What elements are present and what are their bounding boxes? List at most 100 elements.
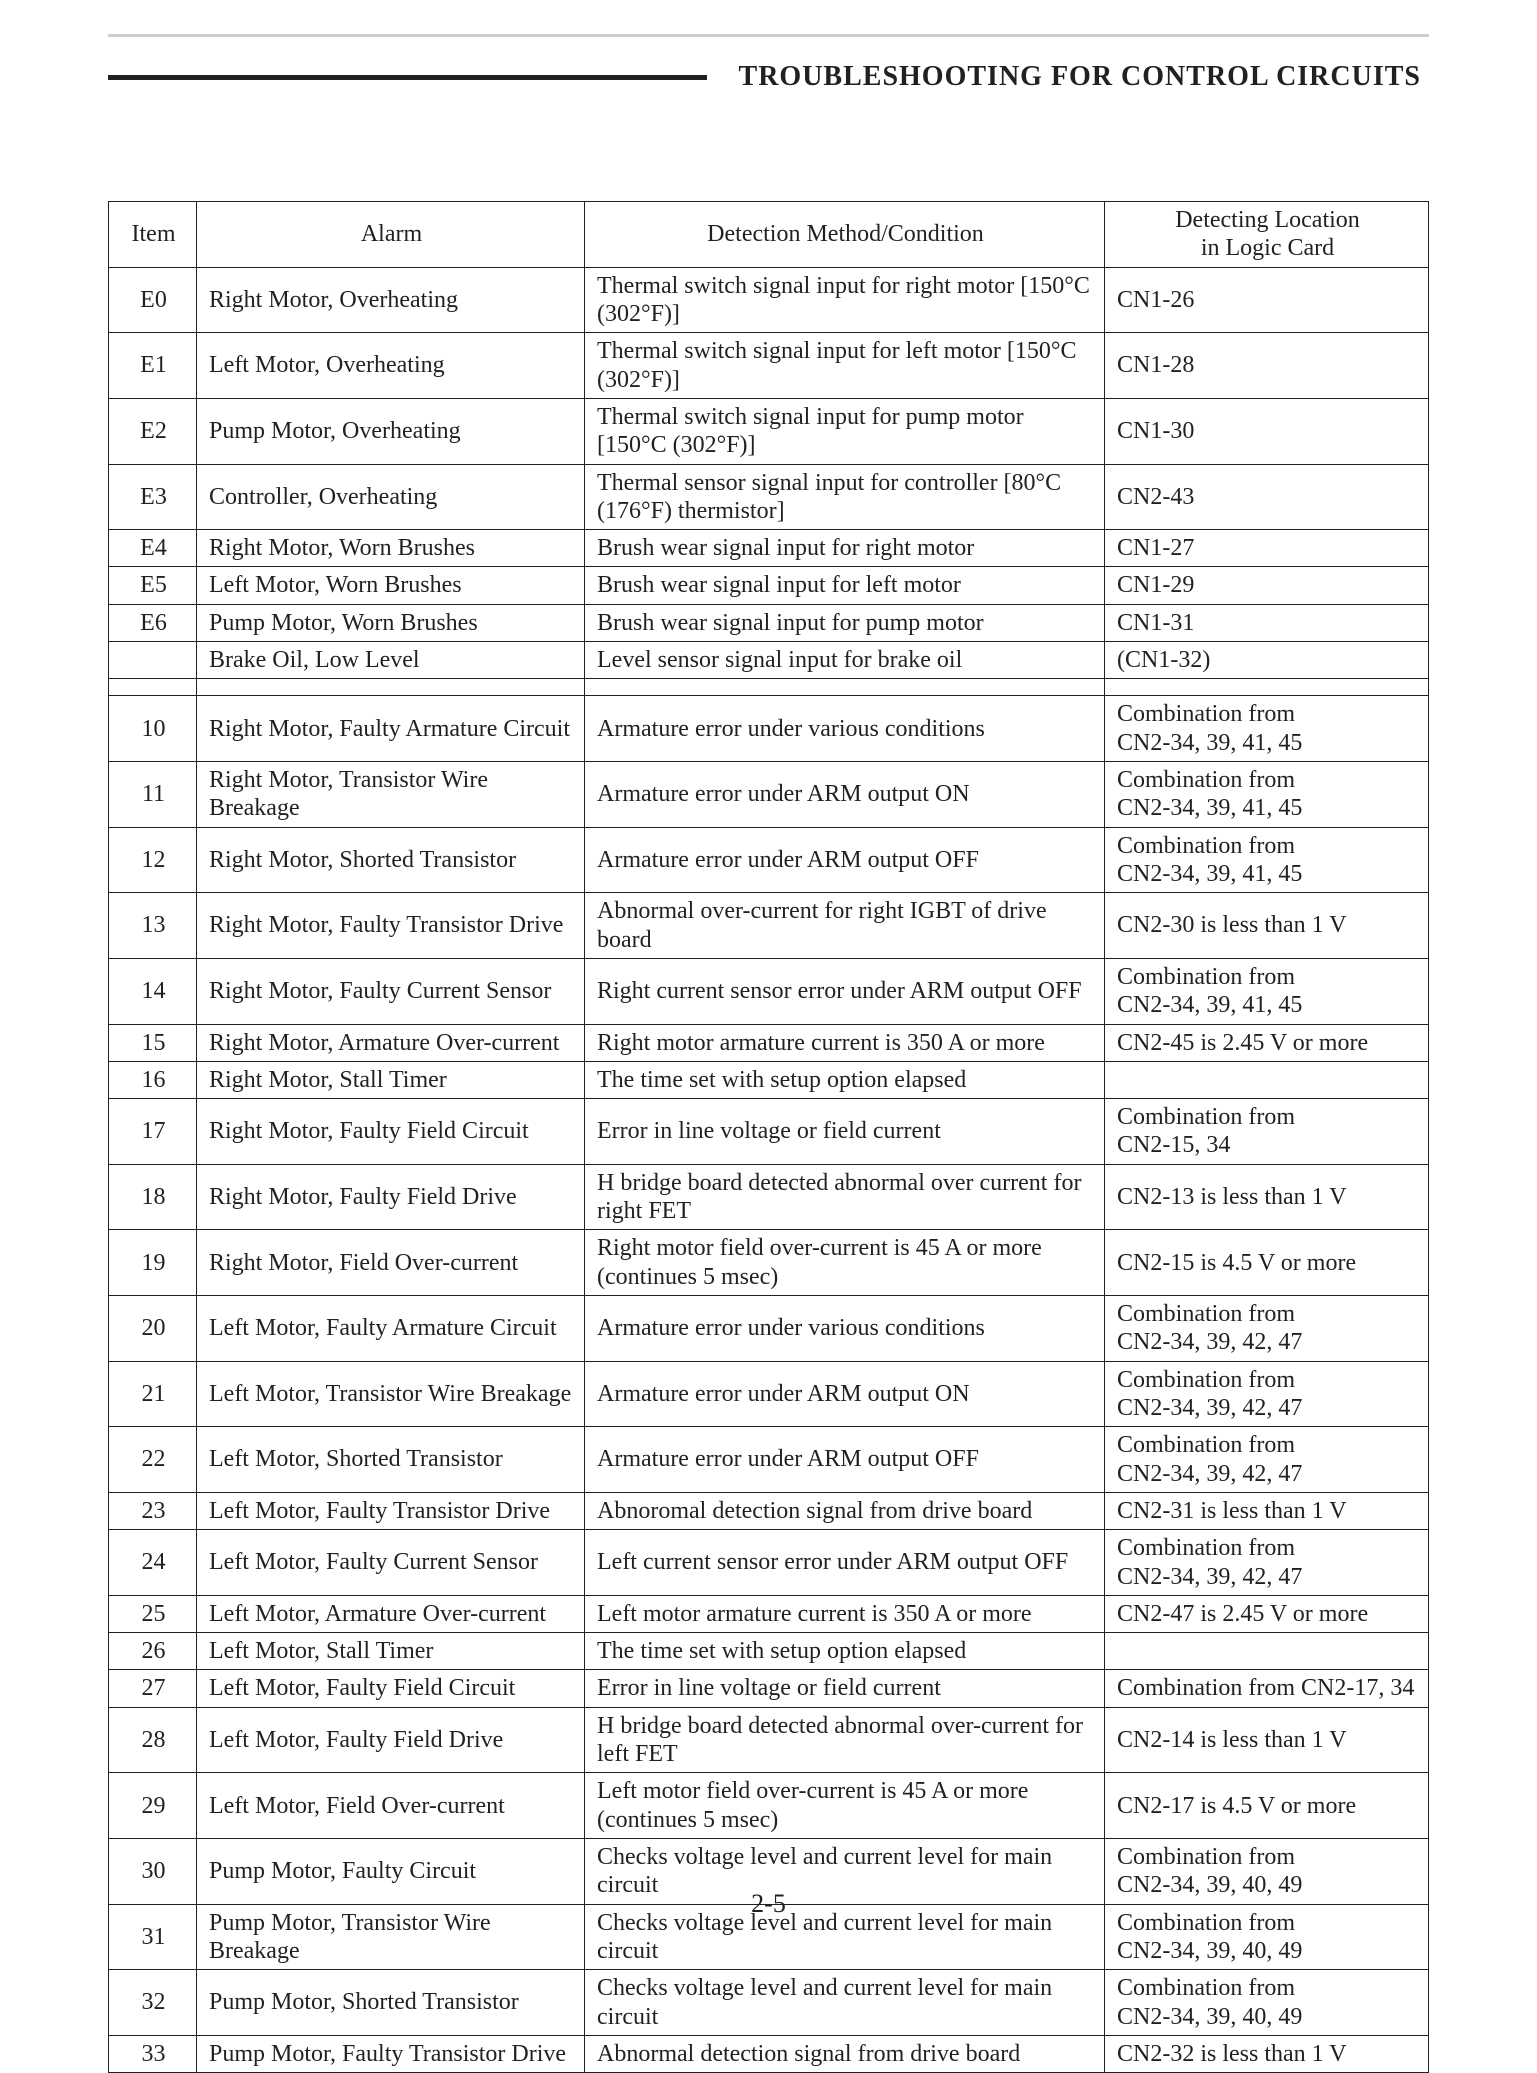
cell-location: CN2-45 is 2.45 V or more [1105, 1024, 1429, 1061]
cell-item: E4 [109, 530, 197, 567]
cell-detection: H bridge board detected abnormal over cu… [585, 1164, 1105, 1230]
table-row: 19Right Motor, Field Over-currentRight m… [109, 1230, 1429, 1296]
cell-item: E5 [109, 567, 197, 604]
table-row: 10Right Motor, Faulty Armature CircuitAr… [109, 696, 1429, 762]
cell-alarm: Pump Motor, Overheating [197, 398, 585, 464]
page: TROUBLESHOOTING FOR CONTROL CIRCUITS Ite… [0, 0, 1537, 1999]
cell-location: CN1-30 [1105, 398, 1429, 464]
cell-item: 15 [109, 1024, 197, 1061]
col-header-item: Item [109, 202, 197, 268]
table-row: 24Left Motor, Faulty Current SensorLeft … [109, 1530, 1429, 1596]
cell-alarm: Controller, Overheating [197, 464, 585, 530]
cell-item: 32 [109, 1970, 197, 2036]
cell-location: Combination fromCN2-34, 39, 41, 45 [1105, 762, 1429, 828]
table-row: E0Right Motor, OverheatingThermal switch… [109, 267, 1429, 333]
table-container: Item Alarm Detection Method/Condition De… [108, 201, 1429, 2073]
cell-alarm: Right Motor, Faulty Transistor Drive [197, 893, 585, 959]
top-rule [108, 34, 1429, 37]
table-row: E5Left Motor, Worn BrushesBrush wear sig… [109, 567, 1429, 604]
blank-cell [109, 679, 197, 696]
cell-detection: Armature error under various conditions [585, 696, 1105, 762]
cell-location: (CN1-32) [1105, 642, 1429, 679]
table-row [109, 679, 1429, 696]
table-row: 14Right Motor, Faulty Current SensorRigh… [109, 958, 1429, 1024]
table-row: 25Left Motor, Armature Over-currentLeft … [109, 1595, 1429, 1632]
cell-alarm: Left Motor, Faulty Transistor Drive [197, 1492, 585, 1529]
table-row: E2Pump Motor, OverheatingThermal switch … [109, 398, 1429, 464]
cell-alarm: Right Motor, Faulty Current Sensor [197, 958, 585, 1024]
cell-location: CN2-30 is less than 1 V [1105, 893, 1429, 959]
cell-location: CN2-15 is 4.5 V or more [1105, 1230, 1429, 1296]
cell-detection: Thermal switch signal input for left mot… [585, 333, 1105, 399]
cell-alarm: Left Motor, Transistor Wire Breakage [197, 1361, 585, 1427]
page-number: 2-5 [0, 1889, 1537, 1919]
cell-item: 14 [109, 958, 197, 1024]
cell-item: 22 [109, 1427, 197, 1493]
cell-item: 23 [109, 1492, 197, 1529]
cell-item: E3 [109, 464, 197, 530]
page-title: TROUBLESHOOTING FOR CONTROL CIRCUITS [739, 61, 1429, 93]
cell-item: 13 [109, 893, 197, 959]
cell-detection: Armature error under ARM output ON [585, 762, 1105, 828]
table-row: 12Right Motor, Shorted TransistorArmatur… [109, 827, 1429, 893]
cell-location: Combination fromCN2-34, 39, 42, 47 [1105, 1427, 1429, 1493]
cell-item: 17 [109, 1099, 197, 1165]
cell-item: 28 [109, 1707, 197, 1773]
table-row: E3Controller, OverheatingThermal sensor … [109, 464, 1429, 530]
table-row: 21Left Motor, Transistor Wire BreakageAr… [109, 1361, 1429, 1427]
table-row: 13Right Motor, Faulty Transistor DriveAb… [109, 893, 1429, 959]
cell-alarm: Pump Motor, Worn Brushes [197, 604, 585, 641]
cell-alarm: Left Motor, Field Over-current [197, 1773, 585, 1839]
table-row: E1Left Motor, OverheatingThermal switch … [109, 333, 1429, 399]
cell-alarm: Left Motor, Shorted Transistor [197, 1427, 585, 1493]
cell-location: CN2-13 is less than 1 V [1105, 1164, 1429, 1230]
cell-item: E6 [109, 604, 197, 641]
cell-detection: Left motor field over-current is 45 A or… [585, 1773, 1105, 1839]
cell-item: 33 [109, 2035, 197, 2072]
cell-detection: Right motor armature current is 350 A or… [585, 1024, 1105, 1061]
cell-alarm: Left Motor, Faulty Field Drive [197, 1707, 585, 1773]
cell-location: Combination fromCN2-34, 39, 41, 45 [1105, 958, 1429, 1024]
cell-detection: The time set with setup option elapsed [585, 1633, 1105, 1670]
cell-alarm: Left Motor, Overheating [197, 333, 585, 399]
col-header-detection: Detection Method/Condition [585, 202, 1105, 268]
cell-alarm: Left Motor, Faulty Field Circuit [197, 1670, 585, 1707]
cell-detection: Level sensor signal input for brake oil [585, 642, 1105, 679]
cell-location: Combination from CN2-17, 34 [1105, 1670, 1429, 1707]
table-row: 16Right Motor, Stall TimerThe time set w… [109, 1061, 1429, 1098]
cell-location: CN2-47 is 2.45 V or more [1105, 1595, 1429, 1632]
cell-item: 27 [109, 1670, 197, 1707]
cell-item: E2 [109, 398, 197, 464]
table-row: 18Right Motor, Faulty Field DriveH bridg… [109, 1164, 1429, 1230]
cell-item: 20 [109, 1296, 197, 1362]
table-row: Brake Oil, Low LevelLevel sensor signal … [109, 642, 1429, 679]
table-head: Item Alarm Detection Method/Condition De… [109, 202, 1429, 268]
cell-detection: H bridge board detected abnormal over-cu… [585, 1707, 1105, 1773]
cell-item: 29 [109, 1773, 197, 1839]
cell-detection: Brush wear signal input for left motor [585, 567, 1105, 604]
cell-detection: Abnormal detection signal from drive boa… [585, 2035, 1105, 2072]
cell-location: CN1-26 [1105, 267, 1429, 333]
header-band: TROUBLESHOOTING FOR CONTROL CIRCUITS [108, 61, 1429, 93]
cell-location: Combination fromCN2-34, 39, 42, 47 [1105, 1296, 1429, 1362]
cell-detection: Error in line voltage or field current [585, 1670, 1105, 1707]
blank-cell [197, 679, 585, 696]
cell-item [109, 642, 197, 679]
cell-location: CN2-32 is less than 1 V [1105, 2035, 1429, 2072]
blank-cell [1105, 679, 1429, 696]
cell-item: E1 [109, 333, 197, 399]
cell-detection: The time set with setup option elapsed [585, 1061, 1105, 1098]
cell-location: Combination fromCN2-34, 39, 41, 45 [1105, 696, 1429, 762]
cell-detection: Thermal switch signal input for pump mot… [585, 398, 1105, 464]
cell-alarm: Right Motor, Field Over-current [197, 1230, 585, 1296]
cell-location: CN1-29 [1105, 567, 1429, 604]
col-header-location-line1: Detecting Location [1175, 207, 1360, 233]
blank-cell [585, 679, 1105, 696]
cell-alarm: Pump Motor, Shorted Transistor [197, 1970, 585, 2036]
table-row: 23Left Motor, Faulty Transistor DriveAbn… [109, 1492, 1429, 1529]
table-body: E0Right Motor, OverheatingThermal switch… [109, 267, 1429, 2073]
cell-detection: Armature error under various conditions [585, 1296, 1105, 1362]
table-row: 33Pump Motor, Faulty Transistor DriveAbn… [109, 2035, 1429, 2072]
cell-alarm: Right Motor, Faulty Armature Circuit [197, 696, 585, 762]
cell-item: 16 [109, 1061, 197, 1098]
